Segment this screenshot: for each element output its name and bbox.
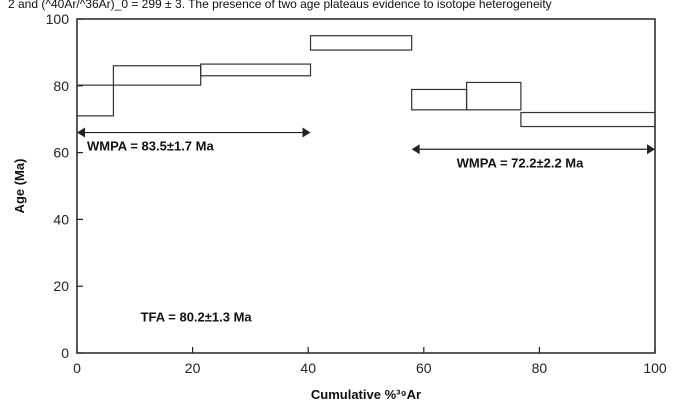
plot-frame bbox=[76, 18, 656, 354]
age-step-1 bbox=[76, 84, 115, 117]
y-axis: 0 20 40 60 80 100 bbox=[46, 11, 83, 361]
arrow-left-icon bbox=[411, 144, 420, 155]
y-tick-label: 20 bbox=[53, 278, 69, 294]
x-axis: 0 20 40 60 80 100 bbox=[73, 347, 667, 376]
age-step-3 bbox=[200, 63, 312, 77]
age-step-2 bbox=[112, 65, 202, 86]
age-step-series bbox=[76, 35, 656, 128]
y-tick-label: 60 bbox=[53, 145, 69, 161]
plateau-annotations: WMPA = 83.5±1.7 Ma WMPA = 72.2±2.2 Ma bbox=[77, 127, 655, 170]
annotation-1: TFA = 80.2±1.3 Ma bbox=[141, 309, 253, 324]
plateau-label-2: WMPA = 72.2±2.2 Ma bbox=[457, 155, 584, 170]
y-axis-label: Age (Ma) bbox=[12, 159, 27, 214]
x-tick-label: 60 bbox=[416, 360, 432, 376]
x-axis-label: Cumulative %³⁹Ar bbox=[311, 387, 421, 402]
age-step-6 bbox=[465, 81, 522, 111]
age-step-4 bbox=[309, 35, 413, 51]
arrow-right-icon bbox=[647, 144, 655, 155]
x-tick-label: 0 bbox=[73, 360, 81, 376]
header-text-fragment: 2 and (^40Ar/^36Ar)_0 = 299 ± 3. The pre… bbox=[8, 0, 552, 11]
plot-layer: 0 20 40 60 80 100 0 20 40 60 80 100 WMPA = 83.5±1.… bbox=[46, 11, 667, 376]
arrow-right-icon bbox=[302, 127, 311, 138]
x-tick-label: 20 bbox=[185, 360, 201, 376]
y-tick-label: 0 bbox=[61, 345, 69, 361]
age-step-7 bbox=[520, 111, 656, 128]
plateau-label-1: WMPA = 83.5±1.7 Ma bbox=[87, 139, 214, 154]
y-tick-label: 40 bbox=[53, 211, 69, 227]
age-step-5 bbox=[411, 88, 468, 111]
y-tick-label: 100 bbox=[46, 11, 70, 27]
y-tick-label: 80 bbox=[53, 78, 69, 94]
chart-annotations: TFA = 80.2±1.3 Ma bbox=[141, 309, 253, 324]
x-tick-label: 80 bbox=[532, 360, 548, 376]
x-tick-label: 40 bbox=[300, 360, 316, 376]
arrow-left-icon bbox=[77, 127, 85, 138]
x-tick-label: 100 bbox=[643, 360, 667, 376]
